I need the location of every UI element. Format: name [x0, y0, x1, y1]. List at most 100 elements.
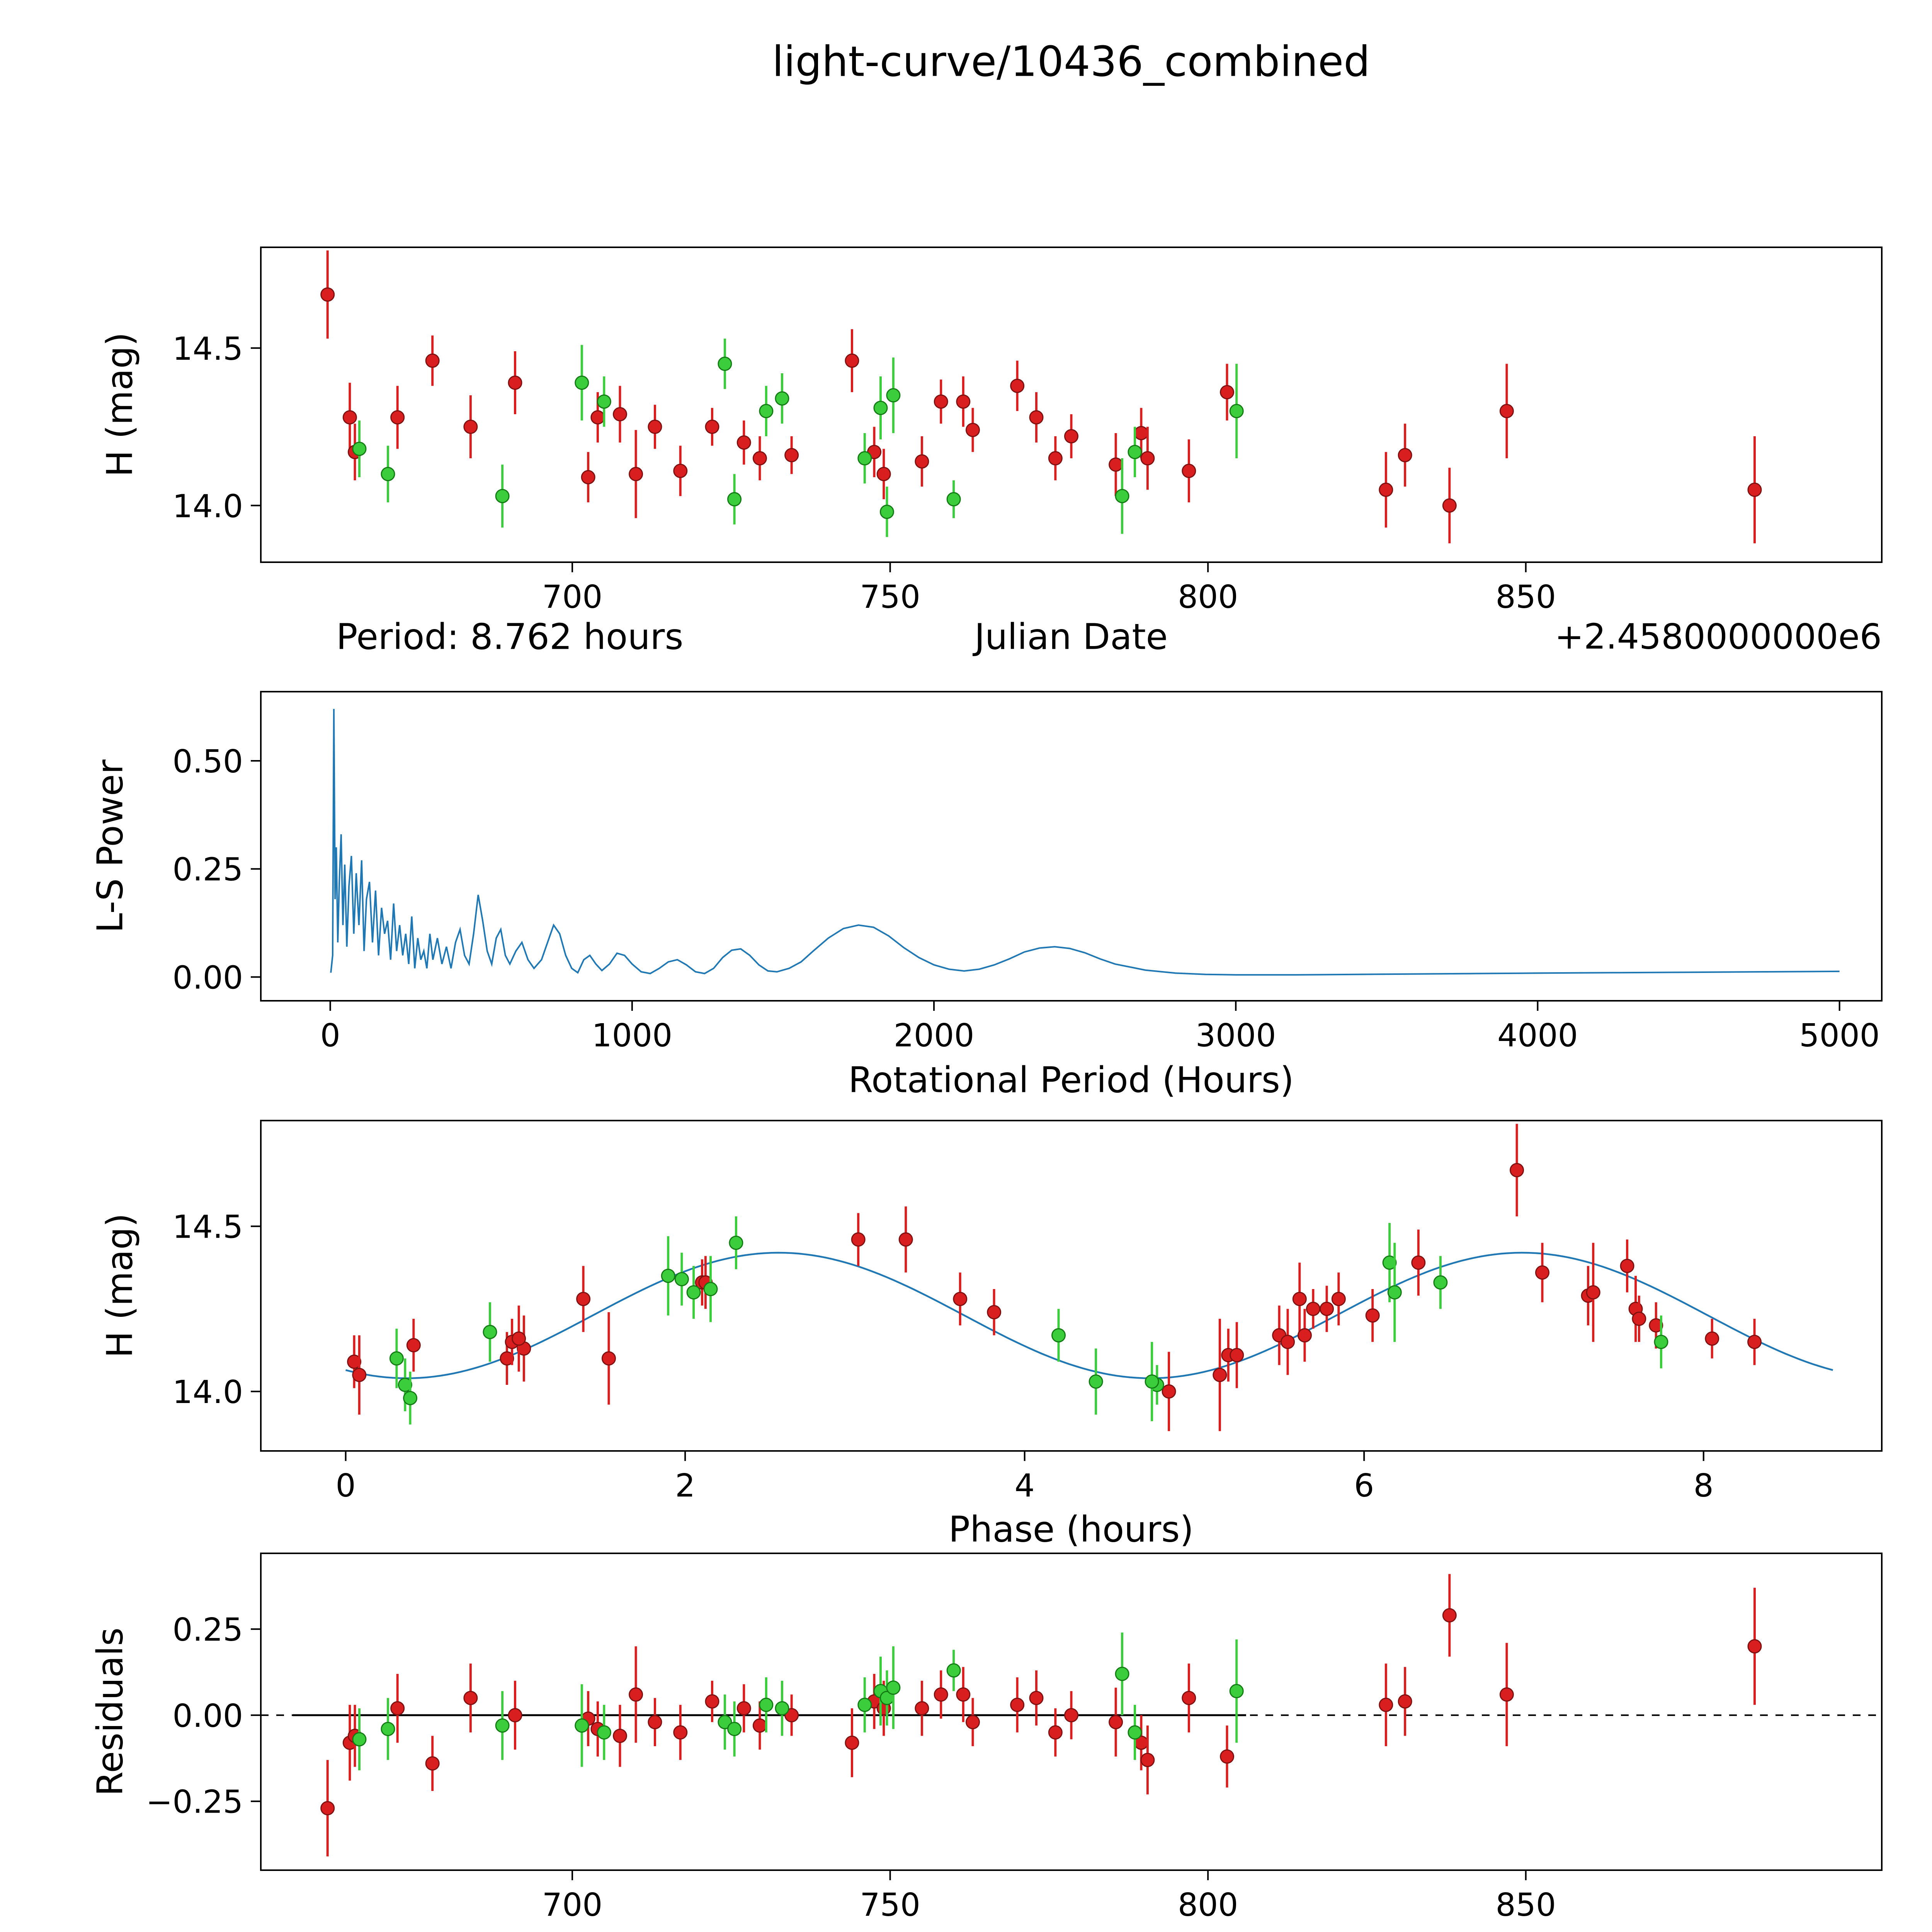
data-point	[1620, 1259, 1634, 1273]
data-point	[1747, 483, 1762, 497]
data-point	[500, 1351, 514, 1366]
data-point	[686, 1285, 701, 1300]
data-point	[508, 375, 522, 390]
svg-text:800: 800	[1178, 579, 1238, 616]
data-point	[406, 1338, 421, 1352]
svg-text:0.25: 0.25	[172, 1612, 243, 1648]
data-point	[1162, 1384, 1176, 1399]
data-point	[425, 1756, 440, 1771]
x-axis-ticks: 0 1000 2000 3000 4000 5000	[320, 1001, 1880, 1054]
data-point	[390, 410, 405, 425]
xlabel-julian-date-1: Julian Date	[974, 616, 1168, 658]
data-point	[727, 492, 742, 507]
y-axis-ticks: −0.25 0.00 0.25	[146, 1612, 261, 1821]
data-point	[845, 353, 859, 368]
svg-text:5000: 5000	[1799, 1017, 1880, 1054]
data-point	[736, 1701, 751, 1716]
svg-text:−0.25: −0.25	[146, 1784, 243, 1821]
data-point	[775, 391, 789, 406]
data-point	[705, 1694, 719, 1709]
fit-curve	[345, 1252, 1833, 1379]
data-point	[352, 1367, 367, 1382]
data-point	[956, 1687, 971, 1702]
svg-text:14.5: 14.5	[172, 331, 243, 367]
data-point	[463, 1690, 478, 1705]
data-point	[390, 1701, 405, 1716]
data-point	[729, 1235, 743, 1250]
data-point	[1281, 1335, 1295, 1349]
period-annotation: Period: 8.762 hours	[336, 616, 684, 658]
data-point	[915, 454, 929, 469]
svg-text:4000: 4000	[1497, 1017, 1578, 1054]
data-point	[1499, 1687, 1514, 1702]
data-point	[1115, 489, 1129, 503]
data-point	[1365, 1308, 1380, 1323]
svg-text:14.5: 14.5	[172, 1209, 243, 1246]
data-point	[352, 1732, 367, 1747]
data-point	[946, 1663, 961, 1678]
data-point	[1145, 1374, 1159, 1389]
data-point	[886, 388, 901, 403]
svg-text:2: 2	[675, 1468, 695, 1504]
data-point	[403, 1391, 418, 1405]
data-point	[934, 394, 948, 409]
data-point	[1109, 1715, 1123, 1730]
data-point	[946, 492, 961, 507]
data-point	[320, 1801, 335, 1816]
svg-text:8: 8	[1694, 1468, 1714, 1504]
data-point	[1632, 1311, 1646, 1326]
periodogram-line	[330, 709, 1840, 976]
data-point	[1128, 1725, 1142, 1740]
svg-text:1000: 1000	[592, 1017, 673, 1054]
ylabel-h-mag-1: H (mag)	[99, 332, 141, 477]
xlabel-rotational-period: Rotational Period (Hours)	[848, 1059, 1294, 1101]
data-point	[1109, 457, 1123, 472]
data-point	[1182, 1690, 1196, 1705]
residuals-panel: 700 750 800 850 −0.25 0.00 0.25	[146, 1553, 1883, 1923]
data-point	[1442, 1608, 1457, 1622]
data-point	[1229, 404, 1244, 418]
svg-text:800: 800	[1178, 1887, 1238, 1923]
data-point	[389, 1351, 404, 1366]
data-point	[898, 1232, 913, 1247]
data-point	[1297, 1328, 1312, 1343]
data-point	[1747, 1335, 1762, 1349]
y-axis-ticks: 0.00 0.25 0.50	[172, 743, 261, 996]
svg-text:750: 750	[860, 1887, 920, 1923]
data-point	[463, 420, 478, 434]
svg-text:2000: 2000	[894, 1017, 975, 1054]
data-point	[1140, 1753, 1155, 1767]
svg-text:0.50: 0.50	[172, 743, 243, 780]
data-point	[320, 287, 335, 302]
red-series	[320, 250, 1762, 544]
data-point	[1220, 385, 1235, 400]
data-point	[1411, 1255, 1426, 1270]
data-point	[381, 1722, 395, 1736]
data-point	[775, 1701, 789, 1716]
data-point	[612, 407, 627, 422]
data-point	[612, 1728, 627, 1743]
data-point	[759, 1697, 774, 1712]
data-point	[1499, 404, 1514, 418]
data-point	[1292, 1292, 1307, 1306]
data-point	[1088, 1374, 1103, 1389]
ylabel-h-mag-2: H (mag)	[99, 1213, 141, 1358]
data-point	[784, 1708, 799, 1723]
data-point	[934, 1687, 948, 1702]
data-point	[956, 394, 971, 409]
jd-lightcurve-panel: 700 750 800 850 14.0 14.5	[172, 247, 1883, 616]
red-series	[320, 1574, 1762, 1857]
data-point	[342, 410, 357, 425]
data-point	[1442, 498, 1457, 513]
data-point	[845, 1735, 859, 1750]
data-point	[381, 467, 395, 481]
data-point	[601, 1351, 616, 1366]
svg-text:4: 4	[1015, 1468, 1035, 1504]
data-point	[1387, 1285, 1402, 1300]
data-point	[1398, 448, 1412, 463]
data-point	[1229, 1684, 1244, 1699]
figure-title: light-curve/10436_combined	[772, 37, 1370, 86]
data-point	[1220, 1749, 1235, 1764]
data-point	[1010, 1697, 1025, 1712]
